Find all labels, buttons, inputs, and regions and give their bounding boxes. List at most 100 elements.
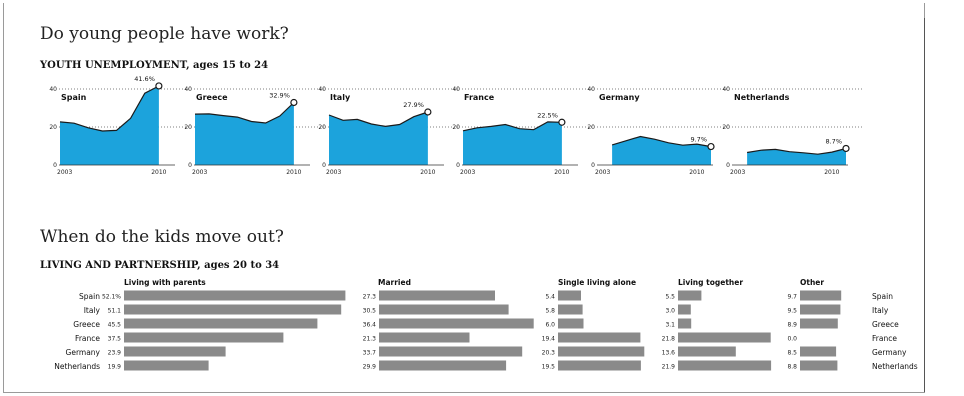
x-tick-label: 2010 <box>286 169 301 176</box>
bar-single-living-alone-france <box>558 332 641 343</box>
bar-living-together-italy <box>678 304 691 315</box>
series-header-living-together: Living together <box>678 278 743 287</box>
y-tick-label: 0 <box>322 162 326 169</box>
bar-living-with-parents-france <box>124 332 284 343</box>
bar-married-germany <box>379 346 523 357</box>
category-label-left-italy: Italy <box>84 306 101 315</box>
data-label-married-greece: 36.4 <box>363 322 377 329</box>
end-label-germany: 9.7% <box>690 136 707 144</box>
bar-married-netherlands <box>379 360 507 371</box>
y-tick-label: 40 <box>452 86 460 93</box>
y-tick-label: 0 <box>591 162 595 169</box>
category-label-left-netherlands: Netherlands <box>54 362 100 371</box>
end-point-spain <box>155 82 163 90</box>
bar-living-with-parents-greece <box>124 318 318 329</box>
data-label-other-germany: 8.5 <box>787 350 797 357</box>
y-tick-label: 0 <box>726 162 730 169</box>
x-tick-label: 2010 <box>554 169 569 176</box>
data-label-living-together-netherlands: 21.9 <box>662 364 676 371</box>
line-greece <box>194 102 295 124</box>
end-label-netherlands: 8.7% <box>825 137 842 145</box>
bar-single-living-alone-germany <box>558 346 645 357</box>
bar-living-together-france <box>678 332 771 343</box>
y-tick-label: 0 <box>188 162 192 169</box>
bar-single-living-alone-spain <box>558 290 581 301</box>
bar-other-germany <box>800 346 837 357</box>
category-label-right-germany: Germany <box>872 348 907 357</box>
country-label-germany: Germany <box>599 93 640 102</box>
panel-netherlands: 0 20 40 8.7% Netherlands 2003 2010 <box>722 86 864 176</box>
data-label-single-living-alone-france: 19.4 <box>542 336 556 343</box>
bar-single-living-alone-greece <box>558 318 584 329</box>
bar-single-living-alone-netherlands <box>558 360 641 371</box>
bar-living-together-greece <box>678 318 692 329</box>
bar-other-italy <box>800 304 841 315</box>
end-point-netherlands <box>842 144 850 153</box>
x-tick-label: 2003 <box>192 169 207 176</box>
panel-germany: 0 20 40 9.7% Germany 2003 2010 <box>587 86 729 176</box>
y-tick-label: 20 <box>452 124 460 131</box>
data-label-married-italy: 30.5 <box>363 308 377 315</box>
data-label-living-with-parents-italy: 51.1 <box>108 308 122 315</box>
category-label-right-italy: Italy <box>872 306 889 315</box>
category-label-right-spain: Spain <box>872 292 893 301</box>
area-france <box>463 121 562 165</box>
area-germany <box>612 136 711 165</box>
x-tick-label: 2010 <box>420 169 435 176</box>
data-label-other-italy: 9.5 <box>787 308 797 315</box>
category-label-left-france: France <box>75 334 100 343</box>
data-label-other-spain: 9.7 <box>787 294 797 301</box>
category-label-left-greece: Greece <box>73 320 100 329</box>
end-point-france <box>558 118 566 126</box>
x-tick-label: 2010 <box>689 169 704 176</box>
y-tick-label: 40 <box>722 86 730 93</box>
panel-greece: 0 20 40 32.9% Greece 2003 2010 <box>184 86 326 176</box>
series-header-living-with-parents: Living with parents <box>124 278 206 287</box>
area-spain <box>60 86 159 165</box>
section1-subtitle: YOUTH UNEMPLOYMENT, ages 15 to 24 <box>40 60 269 71</box>
country-label-greece: Greece <box>196 93 228 102</box>
end-point-italy <box>424 108 432 116</box>
bar-married-italy <box>379 304 509 315</box>
bar-living-with-parents-netherlands <box>124 360 209 371</box>
section1-title: Do young people have work? <box>40 24 289 44</box>
x-tick-label: 2003 <box>730 169 745 176</box>
data-label-single-living-alone-greece: 6.0 <box>545 322 555 329</box>
y-tick-label: 20 <box>318 124 326 131</box>
data-label-other-netherlands: 8.8 <box>787 364 797 371</box>
data-label-living-together-spain: 5.5 <box>665 294 675 301</box>
data-label-single-living-alone-germany: 20.3 <box>542 350 556 357</box>
x-tick-label: 2003 <box>460 169 475 176</box>
data-label-married-netherlands: 29.9 <box>363 364 377 371</box>
end-point-germany <box>707 142 715 151</box>
data-label-other-greece: 8.9 <box>787 322 797 329</box>
country-label-spain: Spain <box>61 93 87 102</box>
data-label-living-with-parents-spain: 52.1% <box>102 294 121 301</box>
bar-other-greece <box>800 318 838 329</box>
data-label-living-together-italy: 3.0 <box>665 308 675 315</box>
panel-spain: 0 20 40 41.6% Spain 2003 2010 <box>49 75 191 176</box>
data-label-married-france: 21.3 <box>363 336 377 343</box>
section2-subtitle: LIVING AND PARTNERSHIP, ages 20 to 34 <box>40 260 280 271</box>
x-tick-label: 2003 <box>595 169 610 176</box>
data-label-living-with-parents-france: 37.5 <box>108 336 122 343</box>
category-label-right-netherlands: Netherlands <box>872 362 918 371</box>
country-label-netherlands: Netherlands <box>734 93 790 102</box>
panel-italy: 0 20 40 27.9% Italy 2003 2010 <box>318 86 460 176</box>
data-label-living-with-parents-greece: 45.5 <box>108 322 122 329</box>
data-label-single-living-alone-spain: 5.4 <box>545 294 555 301</box>
y-tick-label: 20 <box>587 124 595 131</box>
line-italy <box>328 111 429 128</box>
series-header-single-living-alone: Single living alone <box>558 278 636 287</box>
y-tick-label: 40 <box>184 86 192 93</box>
y-tick-label: 20 <box>722 124 730 131</box>
x-tick-label: 2003 <box>326 169 341 176</box>
area-netherlands <box>747 148 846 165</box>
x-tick-label: 2010 <box>824 169 839 176</box>
